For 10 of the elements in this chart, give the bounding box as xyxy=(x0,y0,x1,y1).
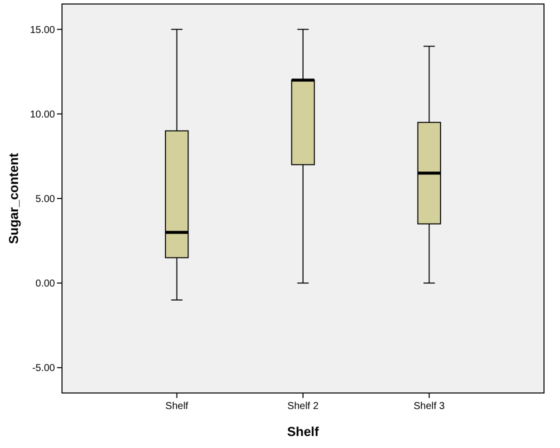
y-tick-label: -5.00 xyxy=(32,363,56,374)
y-axis-title: Sugar_content xyxy=(6,152,21,244)
y-tick-label: 10.00 xyxy=(30,109,56,120)
x-tick-label: Shelf 2 xyxy=(287,401,319,412)
y-tick-label: 15.00 xyxy=(30,24,56,36)
y-tick-label: 5.00 xyxy=(36,194,56,205)
x-tick-label: Shelf xyxy=(165,401,188,412)
y-tick-label: 0.00 xyxy=(36,278,56,290)
x-axis-title: Shelf xyxy=(287,424,320,439)
x-tick-label: Shelf 3 xyxy=(414,401,446,412)
